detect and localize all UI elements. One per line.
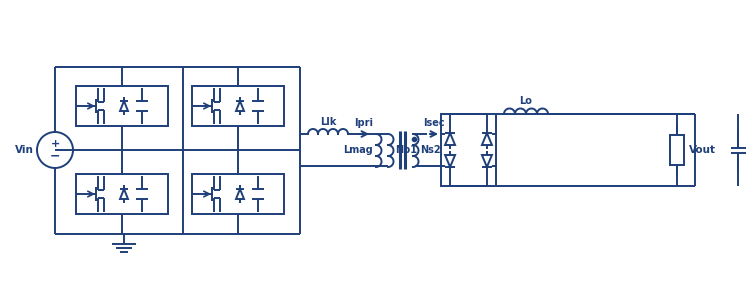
Text: Lo: Lo bbox=[520, 96, 532, 106]
Text: Np1: Np1 bbox=[395, 145, 417, 155]
Text: Ns2: Ns2 bbox=[420, 145, 441, 155]
Bar bbox=[670, 135, 684, 165]
Text: Vout: Vout bbox=[689, 145, 716, 155]
Bar bbox=[76, 86, 168, 126]
Text: Vin: Vin bbox=[15, 145, 34, 155]
Text: −: − bbox=[50, 149, 60, 162]
Bar bbox=[192, 174, 284, 214]
Text: +: + bbox=[50, 139, 60, 149]
Bar bbox=[76, 174, 168, 214]
Text: Llk: Llk bbox=[320, 117, 336, 127]
Text: Isec: Isec bbox=[423, 118, 445, 128]
Text: Lmag: Lmag bbox=[344, 145, 373, 155]
Bar bbox=[192, 86, 284, 126]
Bar bbox=[441, 114, 496, 186]
Text: Ipri: Ipri bbox=[355, 118, 374, 128]
